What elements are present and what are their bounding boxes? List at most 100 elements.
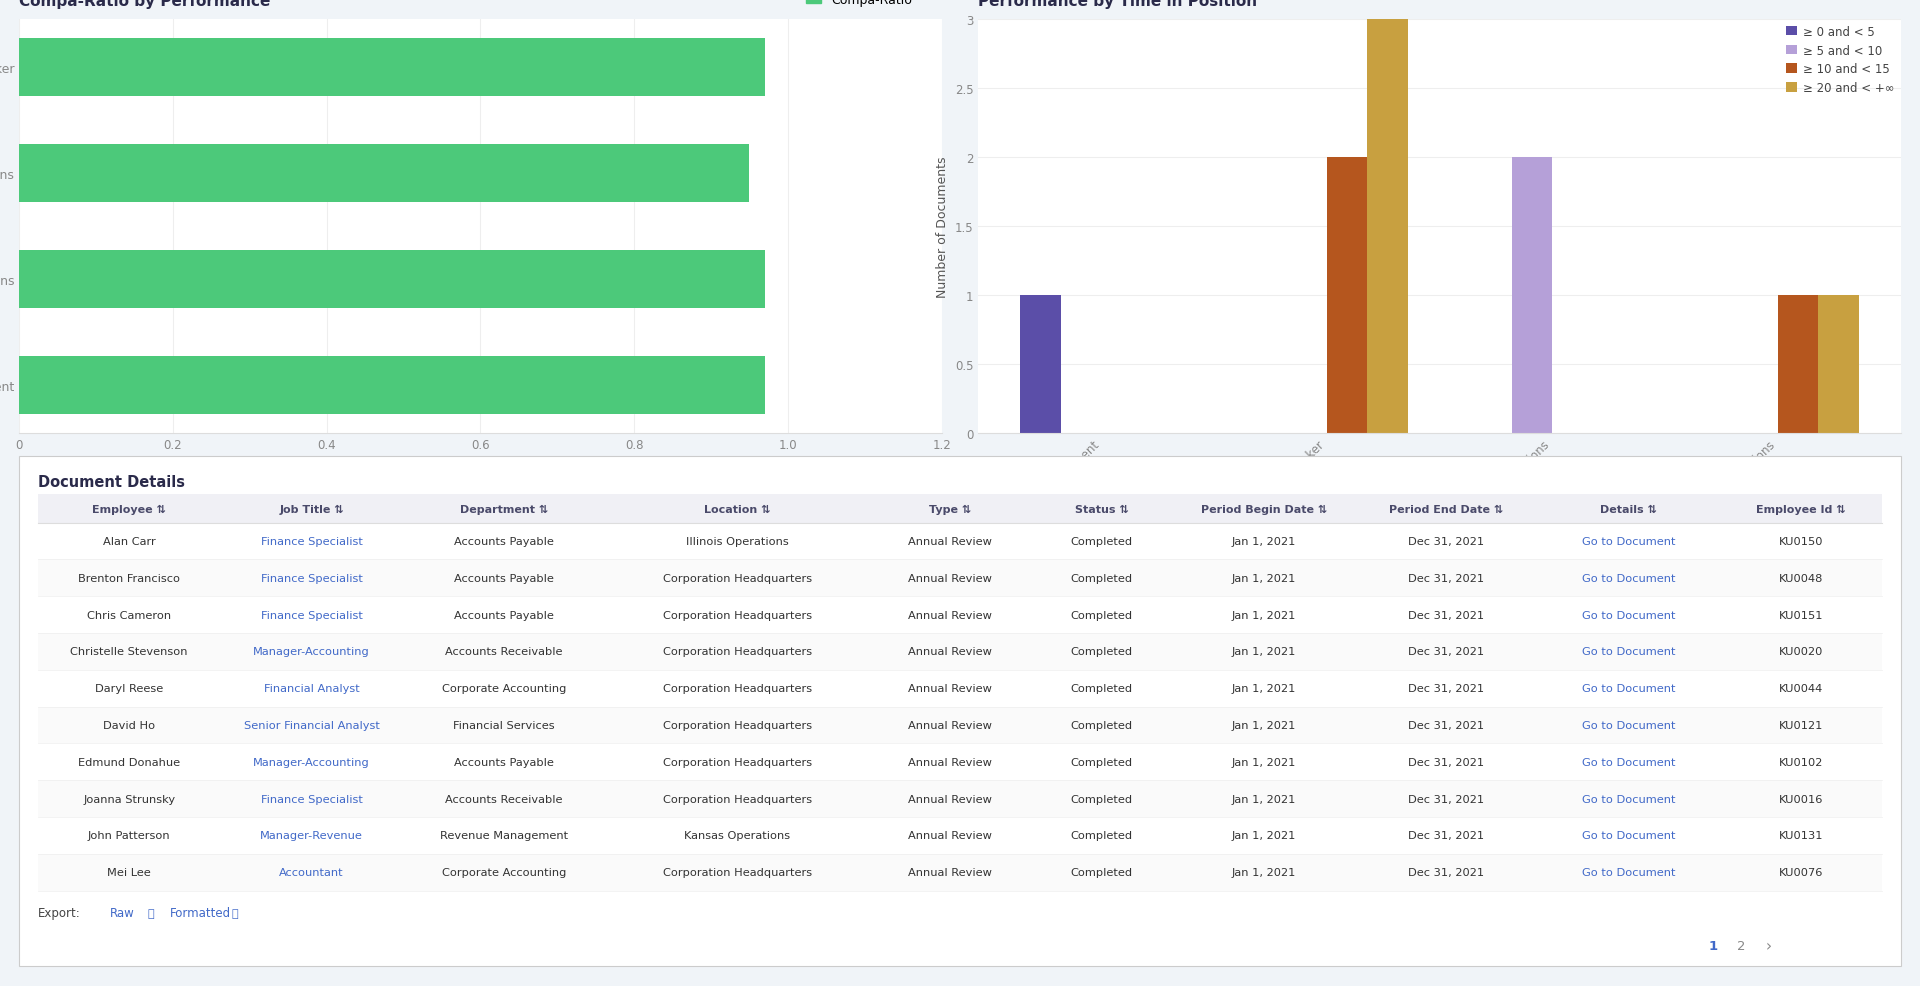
Text: Status ⇅: Status ⇅	[1075, 504, 1129, 514]
Text: Annual Review: Annual Review	[908, 610, 993, 620]
Text: Jan 1, 2021: Jan 1, 2021	[1233, 647, 1296, 657]
Text: Dec 31, 2021: Dec 31, 2021	[1407, 573, 1484, 583]
Text: Annual Review: Annual Review	[908, 573, 993, 583]
Bar	[19, 357, 764, 415]
Text: Alan Carr: Alan Carr	[104, 536, 156, 546]
Text: Financial Analyst: Financial Analyst	[263, 683, 359, 693]
Text: Finance Specialist: Finance Specialist	[261, 573, 363, 583]
Text: KU0048: KU0048	[1778, 573, 1824, 583]
Text: Dec 31, 2021: Dec 31, 2021	[1407, 868, 1484, 878]
FancyBboxPatch shape	[38, 707, 1882, 743]
Text: Edmund Donahue: Edmund Donahue	[79, 757, 180, 767]
Text: ›: ›	[1766, 939, 1772, 953]
Text: ⤓: ⤓	[148, 908, 154, 918]
Text: 2: 2	[1736, 940, 1745, 952]
Text: Accounts Receivable: Accounts Receivable	[445, 794, 563, 804]
Text: Accounts Payable: Accounts Payable	[455, 610, 555, 620]
Text: Dec 31, 2021: Dec 31, 2021	[1407, 757, 1484, 767]
Text: Finance Specialist: Finance Specialist	[261, 794, 363, 804]
Text: Go to Document: Go to Document	[1582, 720, 1676, 731]
Text: Go to Document: Go to Document	[1582, 830, 1676, 841]
Text: Employee ⇅: Employee ⇅	[92, 504, 167, 514]
Text: Manager-Accounting: Manager-Accounting	[253, 647, 371, 657]
Text: Daryl Reese: Daryl Reese	[96, 683, 163, 693]
Text: Go to Document: Go to Document	[1582, 610, 1676, 620]
Text: Department ⇅: Department ⇅	[461, 504, 549, 514]
Text: Jan 1, 2021: Jan 1, 2021	[1233, 536, 1296, 546]
Text: KU0044: KU0044	[1778, 683, 1824, 693]
Bar	[1020, 296, 1062, 434]
Text: KU0151: KU0151	[1778, 610, 1824, 620]
Text: Formatted: Formatted	[169, 906, 230, 919]
Text: Manager-Accounting: Manager-Accounting	[253, 757, 371, 767]
FancyBboxPatch shape	[38, 854, 1882, 890]
FancyBboxPatch shape	[38, 781, 1882, 817]
Text: Employee Id ⇅: Employee Id ⇅	[1757, 504, 1845, 514]
Text: Jan 1, 2021: Jan 1, 2021	[1233, 830, 1296, 841]
Text: Jan 1, 2021: Jan 1, 2021	[1233, 683, 1296, 693]
Text: Details ⇅: Details ⇅	[1599, 504, 1657, 514]
Text: KU0131: KU0131	[1778, 830, 1824, 841]
Text: Go to Document: Go to Document	[1582, 757, 1676, 767]
Text: Accounts Receivable: Accounts Receivable	[445, 647, 563, 657]
Text: Corporation Headquarters: Corporation Headquarters	[662, 868, 812, 878]
Text: Completed: Completed	[1071, 683, 1133, 693]
Text: KU0150: KU0150	[1778, 536, 1824, 546]
Text: Raw: Raw	[109, 906, 134, 919]
Text: Annual Review: Annual Review	[908, 757, 993, 767]
Text: ⤓: ⤓	[232, 908, 238, 918]
Text: Corporate Accounting: Corporate Accounting	[442, 868, 566, 878]
Text: Type ⇅: Type ⇅	[929, 504, 972, 514]
Text: Go to Document: Go to Document	[1582, 683, 1676, 693]
Text: Annual Review: Annual Review	[908, 830, 993, 841]
Text: Corporation Headquarters: Corporation Headquarters	[662, 610, 812, 620]
Text: KU0102: KU0102	[1778, 757, 1824, 767]
Text: Manager-Revenue: Manager-Revenue	[259, 830, 363, 841]
Text: Accounts Payable: Accounts Payable	[455, 573, 555, 583]
Text: Go to Document: Go to Document	[1582, 794, 1676, 804]
Text: Period Begin Date ⇅: Period Begin Date ⇅	[1200, 504, 1327, 514]
Text: 1: 1	[1709, 940, 1716, 952]
Text: Mei Lee: Mei Lee	[108, 868, 152, 878]
Legend: ≥ 0 and < 5, ≥ 5 and < 10, ≥ 10 and < 15, ≥ 20 and < +∞: ≥ 0 and < 5, ≥ 5 and < 10, ≥ 10 and < 15…	[1786, 26, 1895, 96]
Text: Dec 31, 2021: Dec 31, 2021	[1407, 536, 1484, 546]
Text: Finance Specialist: Finance Specialist	[261, 536, 363, 546]
Text: Period End Date ⇅: Period End Date ⇅	[1390, 504, 1503, 514]
X-axis label: Compa-Ratio: Compa-Ratio	[440, 458, 520, 470]
Text: Performance by Time in Position: Performance by Time in Position	[979, 0, 1258, 9]
Text: Jan 1, 2021: Jan 1, 2021	[1233, 720, 1296, 731]
Text: Dec 31, 2021: Dec 31, 2021	[1407, 794, 1484, 804]
Text: Completed: Completed	[1071, 794, 1133, 804]
Text: KU0020: KU0020	[1778, 647, 1824, 657]
Bar	[1818, 296, 1859, 434]
Text: Annual Review: Annual Review	[908, 683, 993, 693]
Text: Jan 1, 2021: Jan 1, 2021	[1233, 573, 1296, 583]
Text: Go to Document: Go to Document	[1582, 536, 1676, 546]
Legend: Compa-Ratio: Compa-Ratio	[801, 0, 918, 12]
Text: Joanna Strunsky: Joanna Strunsky	[83, 794, 175, 804]
Text: Financial Services: Financial Services	[453, 720, 555, 731]
FancyBboxPatch shape	[38, 560, 1882, 597]
Text: Accounts Payable: Accounts Payable	[455, 536, 555, 546]
FancyBboxPatch shape	[38, 817, 1882, 854]
Text: Annual Review: Annual Review	[908, 720, 993, 731]
Text: Christelle Stevenson: Christelle Stevenson	[71, 647, 188, 657]
Bar	[19, 145, 749, 203]
Text: Job Title ⇅: Job Title ⇅	[278, 504, 344, 514]
Text: Corporation Headquarters: Corporation Headquarters	[662, 794, 812, 804]
Text: Annual Review: Annual Review	[908, 536, 993, 546]
Text: Corporation Headquarters: Corporation Headquarters	[662, 683, 812, 693]
Text: Brenton Francisco: Brenton Francisco	[79, 573, 180, 583]
Bar	[1367, 20, 1407, 434]
Y-axis label: Number of Documents: Number of Documents	[937, 156, 948, 298]
Bar	[1778, 296, 1818, 434]
Text: Completed: Completed	[1071, 830, 1133, 841]
Bar	[1327, 158, 1367, 434]
Text: Dec 31, 2021: Dec 31, 2021	[1407, 647, 1484, 657]
Text: Corporation Headquarters: Corporation Headquarters	[662, 720, 812, 731]
Text: Annual Review: Annual Review	[908, 794, 993, 804]
Text: Go to Document: Go to Document	[1582, 573, 1676, 583]
Text: Export:: Export:	[38, 906, 81, 919]
Bar	[19, 38, 764, 97]
Text: Accounts Payable: Accounts Payable	[455, 757, 555, 767]
